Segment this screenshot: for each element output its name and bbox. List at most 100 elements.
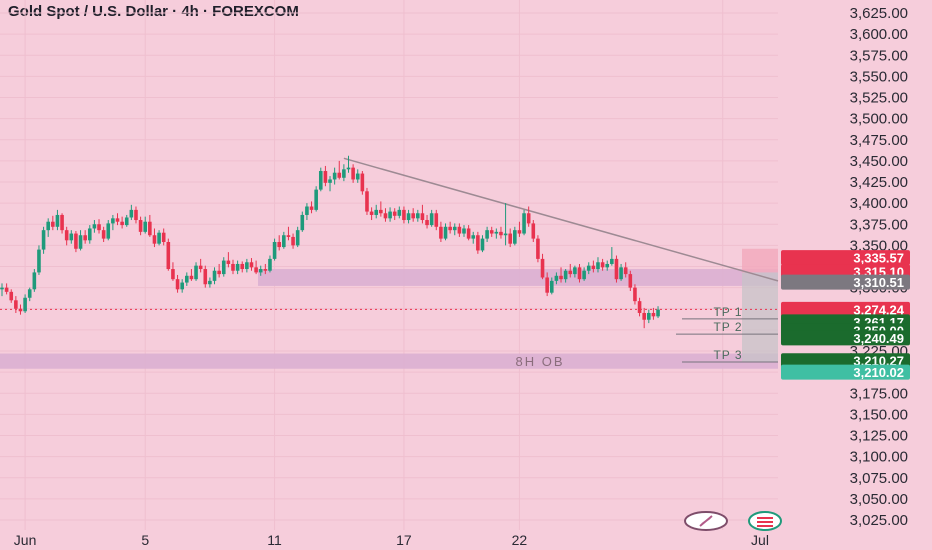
candle-body	[249, 262, 254, 268]
candle-body	[175, 279, 180, 290]
candle	[185, 272, 189, 286]
candle-body	[161, 232, 166, 242]
candle	[439, 221, 443, 242]
candle-body	[596, 262, 600, 270]
candle-body	[106, 223, 111, 239]
candle	[323, 165, 328, 187]
y-tick-label: 3,100.00	[850, 449, 908, 466]
candle	[429, 209, 434, 227]
candle	[14, 296, 18, 313]
candle	[628, 270, 633, 292]
candle	[600, 258, 605, 271]
candle-body	[221, 260, 226, 275]
candle	[623, 262, 628, 278]
candle-body	[0, 287, 4, 290]
candle	[194, 262, 198, 281]
candle	[286, 226, 291, 241]
candle	[374, 204, 379, 219]
candle-body	[64, 230, 69, 241]
candle	[249, 258, 254, 271]
candle	[647, 309, 651, 324]
candle-body	[55, 214, 60, 227]
candle-body	[14, 300, 18, 309]
candle	[9, 289, 14, 303]
candle-body	[633, 287, 637, 302]
candle	[318, 167, 323, 192]
price-badge-bg	[781, 274, 910, 290]
candle	[402, 206, 406, 224]
candle	[351, 164, 355, 183]
candle	[337, 160, 342, 180]
candle-body	[314, 189, 318, 210]
candle-body	[379, 209, 383, 214]
candle-body	[628, 274, 633, 288]
x-tick-label: 17	[396, 532, 412, 548]
candle	[157, 230, 161, 246]
candle	[379, 201, 383, 217]
candle	[300, 211, 305, 232]
candle	[503, 203, 508, 246]
calendar-icon[interactable]	[748, 511, 782, 531]
candle-body	[600, 262, 605, 268]
candle	[124, 214, 129, 227]
candle	[508, 228, 512, 248]
price-badge-bg	[781, 353, 910, 369]
candle-body	[328, 179, 332, 183]
x-tick-label: 11	[267, 532, 282, 548]
candle	[540, 253, 545, 280]
candle	[522, 209, 526, 236]
candle	[642, 307, 646, 329]
price-badge-label: 3,240.49	[853, 331, 904, 346]
candle-body	[610, 258, 614, 264]
candle	[37, 245, 41, 275]
price-badge: 3,335.57	[781, 250, 910, 266]
price-badge: 3,240.49	[781, 330, 910, 346]
candle	[166, 238, 171, 271]
candle	[92, 220, 97, 233]
candle-body	[480, 238, 485, 251]
candle-body	[351, 167, 355, 180]
candle	[392, 208, 397, 221]
candle-body	[323, 171, 328, 183]
candle-body	[120, 221, 124, 226]
candle-body	[577, 267, 582, 280]
candle	[74, 231, 78, 253]
candle	[360, 171, 365, 195]
candle-body	[471, 235, 476, 239]
y-tick-label: 3,175.00	[850, 385, 908, 402]
target-label: TP 1	[713, 305, 742, 319]
candle-body	[448, 226, 452, 231]
candle-body	[245, 262, 249, 270]
candle-body	[642, 312, 646, 320]
candle	[258, 265, 263, 276]
candle	[78, 230, 83, 251]
candle-body	[342, 169, 346, 178]
candle	[240, 261, 245, 273]
candle	[309, 201, 314, 214]
candle-body	[425, 220, 429, 226]
candle-body	[32, 272, 37, 290]
price-badge-label: 3,210.02	[853, 365, 904, 380]
candle	[577, 263, 582, 283]
price-badge-bg	[781, 330, 910, 346]
candle-body	[623, 267, 628, 275]
candle	[536, 235, 540, 263]
candle-body	[235, 263, 240, 271]
candle-body	[559, 275, 563, 280]
replay-icon[interactable]	[684, 511, 728, 531]
candle-body	[374, 209, 379, 215]
candle	[342, 164, 346, 182]
candle	[83, 230, 87, 244]
candle	[614, 255, 619, 283]
candle	[87, 225, 92, 244]
candle	[291, 233, 295, 249]
candle-body	[226, 260, 231, 264]
candle-body	[4, 287, 9, 292]
candle-body	[18, 308, 23, 312]
gridlines	[0, 0, 778, 530]
price-badge: 3,210.02	[781, 364, 910, 380]
y-tick-label: 3,150.00	[850, 406, 908, 423]
candle-body	[656, 309, 660, 317]
candle-body	[397, 209, 402, 216]
